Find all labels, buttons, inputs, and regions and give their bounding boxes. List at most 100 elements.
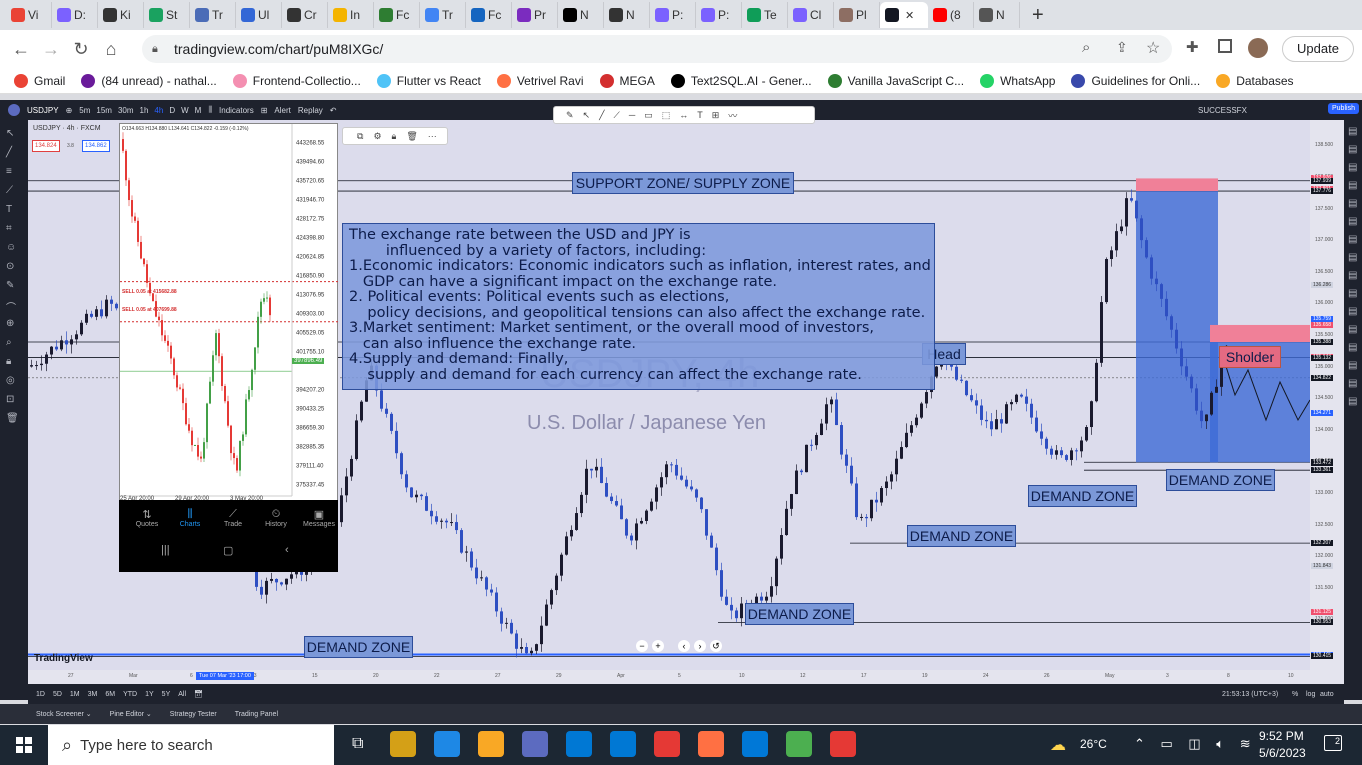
layout-icon[interactable]: ⊞ xyxy=(260,105,268,115)
time-readout[interactable]: 21:53:13 (UTC+3) xyxy=(1222,690,1279,698)
panel-tab[interactable]: Pine Editor ⌄ xyxy=(109,711,152,718)
widget-icon[interactable]: ▤ xyxy=(1348,198,1358,209)
time-axis[interactable]: 27Mar6131520222729Apr5101217192426May381… xyxy=(28,670,1344,684)
more-icon[interactable]: ··· xyxy=(427,131,437,141)
scale-auto[interactable]: auto xyxy=(1320,690,1334,698)
browser-tab[interactable]: P: xyxy=(696,2,742,28)
browser-tab[interactable]: N xyxy=(604,2,650,28)
browser-tab[interactable]: P: xyxy=(650,2,696,28)
mobile-tab-history[interactable]: ⏲ History xyxy=(256,508,296,528)
taskbar-app-icon[interactable] xyxy=(478,731,504,757)
bookmark-item[interactable]: WhatsApp xyxy=(980,73,1055,88)
browser-tab[interactable]: St xyxy=(144,2,190,28)
browser-tab[interactable]: Ul xyxy=(236,2,282,28)
clock-date[interactable]: 5/6/2023 xyxy=(1259,746,1306,760)
browser-tab[interactable]: Te xyxy=(742,2,788,28)
text-icon[interactable]: T xyxy=(697,110,703,120)
range-1Y[interactable]: 1Y xyxy=(145,690,154,698)
demand-zone-label-3[interactable]: DEMAND ZONE xyxy=(907,525,1016,547)
zoom-icon[interactable]: ⌕ xyxy=(1082,39,1091,56)
short-position-2-stop[interactable] xyxy=(1210,324,1310,343)
demand-zone-label-1[interactable]: DEMAND ZONE xyxy=(1028,485,1137,507)
browser-tab[interactable]: Ki xyxy=(98,2,144,28)
widget-icon[interactable]: ▤ xyxy=(1348,216,1358,227)
task-view-icon[interactable]: ⧉ xyxy=(352,735,364,752)
interval-15m[interactable]: 15m xyxy=(96,105,112,115)
taskbar-app-icon[interactable] xyxy=(610,731,636,757)
weather-icon[interactable]: ☁ xyxy=(1050,737,1066,754)
browser-tab[interactable]: ✕ xyxy=(880,2,928,28)
drawing-tool-icon[interactable]: ⌗ xyxy=(6,223,12,234)
demand-zone-label-2[interactable]: DEMAND ZONE xyxy=(1166,469,1275,491)
android-nav-icon[interactable]: ▢ xyxy=(223,545,234,557)
scroll-right-icon[interactable]: › xyxy=(694,640,706,652)
rect-icon[interactable]: ▭ xyxy=(644,109,653,120)
widget-icon[interactable]: ▤ xyxy=(1348,288,1358,299)
drawing-tool-icon[interactable]: ◎ xyxy=(6,375,15,386)
drawing-tool-icon[interactable]: ✎ xyxy=(6,280,15,291)
browser-tab[interactable]: N xyxy=(558,2,604,28)
browser-tab[interactable]: Tr xyxy=(420,2,466,28)
taskbar-search[interactable]: ⌕ Type here to search xyxy=(48,725,334,765)
widget-icon[interactable]: ▤ xyxy=(1348,162,1358,173)
extensions-icon[interactable]: ✚ xyxy=(1186,39,1199,56)
forward-icon[interactable]: → xyxy=(42,38,60,59)
browser-tab[interactable]: Fc xyxy=(374,2,420,28)
alert-button[interactable]: Alert xyxy=(274,105,291,115)
bookmark-item[interactable]: MEGA xyxy=(599,73,655,88)
short-position-stop[interactable] xyxy=(1136,178,1218,192)
cursor-icon[interactable]: ↖ xyxy=(582,109,591,120)
widget-icon[interactable]: ▤ xyxy=(1348,342,1358,353)
update-button[interactable]: Update xyxy=(1282,36,1354,62)
range-5D[interactable]: 5D xyxy=(52,690,62,698)
scale-%[interactable]: % xyxy=(1292,690,1299,698)
new-tab-icon[interactable]: + xyxy=(1032,3,1044,26)
url-bar[interactable]: 🔒︎ tradingview.com/chart/puM8IXGc/ xyxy=(142,35,1172,63)
bookmark-item[interactable]: (84 unread) - nathal... xyxy=(81,73,217,88)
symbol-search[interactable]: USDJPY xyxy=(27,105,59,115)
widget-icon[interactable]: ▤ xyxy=(1348,126,1358,137)
interval-M[interactable]: M xyxy=(194,105,202,115)
drawing-tool-icon[interactable]: 🗑︎ xyxy=(6,413,19,424)
interval-5m[interactable]: 5m xyxy=(79,105,91,115)
taskbar-app-icon[interactable] xyxy=(434,731,460,757)
bookmark-item[interactable]: Frontend-Collectio... xyxy=(232,73,361,88)
drawing-tool-icon[interactable]: ⊕ xyxy=(6,318,15,329)
drawing-tool-icon[interactable]: ⟋ xyxy=(6,185,13,196)
taskbar-app-icon[interactable] xyxy=(830,731,856,757)
mobile-tab-messages[interactable]: ▣ Messages xyxy=(299,508,339,528)
indicators-button[interactable]: Indicators xyxy=(219,105,254,115)
drawing-tool-icon[interactable]: 🔒︎ xyxy=(6,356,12,367)
notification-icon[interactable]: 2 xyxy=(1324,735,1342,751)
bookmark-item[interactable]: Vanilla JavaScript C... xyxy=(827,73,964,88)
pencil-icon[interactable]: ✎ xyxy=(566,109,574,120)
trash-icon[interactable]: 🗑︎ xyxy=(406,130,418,141)
drawing-tool-icon[interactable]: ☺ xyxy=(6,242,17,253)
grid-icon[interactable]: ⊞ xyxy=(711,109,720,120)
browser-tab[interactable]: Cl xyxy=(788,2,834,28)
settings-icon[interactable]: ⚙ xyxy=(373,130,382,141)
ray-icon[interactable]: ⟋ xyxy=(613,109,620,120)
supply-zone-label[interactable]: SUPPORT ZONE/ SUPPLY ZONE xyxy=(572,172,794,194)
scale-log[interactable]: log xyxy=(1306,690,1316,698)
drawing-tool-icon[interactable]: ╱ xyxy=(6,147,13,158)
price-axis[interactable]: 138.500138.000137.500137.000136.500136.0… xyxy=(1310,120,1344,670)
range-3M[interactable]: 3M xyxy=(87,690,98,698)
browser-tab[interactable]: Cr xyxy=(282,2,328,28)
demand-zone-label-4[interactable]: DEMAND ZONE xyxy=(745,603,854,625)
range-1M[interactable]: 1M xyxy=(69,690,80,698)
widget-icon[interactable]: ▤ xyxy=(1348,252,1358,263)
taskbar-app-icon[interactable] xyxy=(654,731,680,757)
tab-close-icon[interactable]: ✕ xyxy=(905,9,915,22)
account-name[interactable]: SUCCESSFX xyxy=(1198,105,1247,115)
bookmark-item[interactable]: Guidelines for Onli... xyxy=(1071,73,1200,88)
bookmark-item[interactable]: Text2SQL.AI - Gener... xyxy=(670,73,812,88)
hline-icon[interactable]: ─ xyxy=(628,110,636,120)
mobile-tab-quotes[interactable]: ⇅ Quotes xyxy=(127,508,167,528)
publish-button[interactable]: Publish xyxy=(1328,103,1359,114)
browser-tab[interactable]: N xyxy=(974,2,1020,28)
interval-W[interactable]: W xyxy=(181,105,189,115)
widget-icon[interactable]: ▤ xyxy=(1348,378,1358,389)
bookmark-star-icon[interactable]: ☆ xyxy=(1146,40,1161,57)
zoom-in-icon[interactable]: + xyxy=(652,640,664,652)
